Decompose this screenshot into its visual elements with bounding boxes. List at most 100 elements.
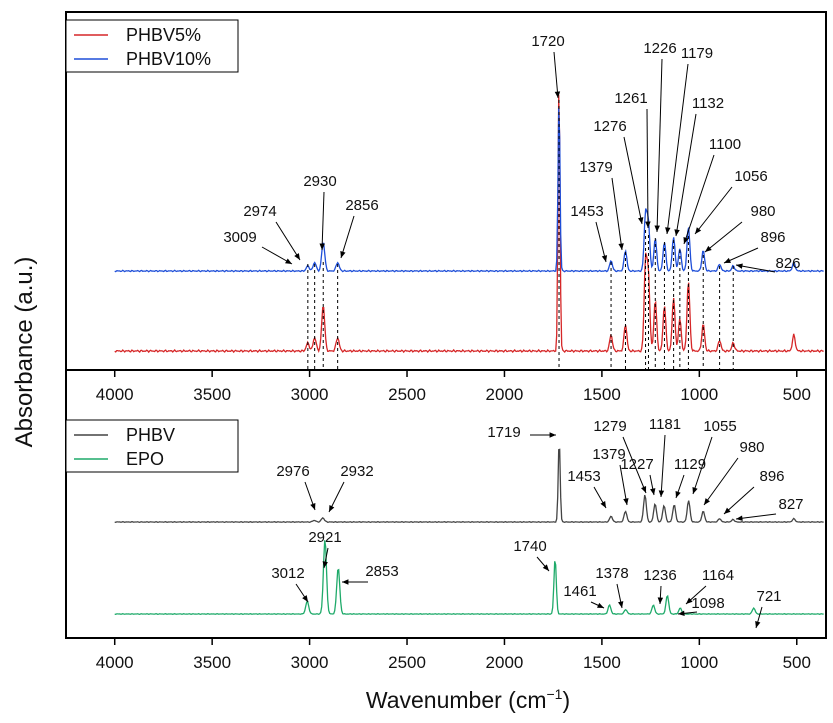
annotation-arrowhead [695, 227, 702, 234]
bottom-panel-frame [65, 369, 827, 639]
peak-annotation: 2932 [328, 463, 374, 513]
peak-annotation: 1129 [674, 456, 706, 499]
annotation-arrowhead [645, 221, 651, 228]
annotation-arrowhead [704, 498, 710, 505]
annotation-arrowhead [683, 237, 689, 244]
peak-label: 1720 [531, 33, 564, 50]
peak-label: 2976 [276, 463, 309, 480]
peak-label: 2930 [303, 173, 336, 190]
annotation-arrowhead [542, 564, 549, 571]
annotation-arrowhead [658, 490, 665, 497]
peak-label: 1453 [570, 203, 603, 220]
peak-annotation: 1056 [694, 168, 768, 235]
series-phbv5 [114, 94, 824, 354]
annotation-arrowhead [724, 257, 731, 263]
peak-label: 3012 [271, 565, 304, 582]
peak-annotation: 1055 [692, 418, 737, 495]
legend-label: EPO [126, 449, 164, 469]
annotation-arrow-line [656, 58, 663, 233]
peak-label: 1379 [592, 446, 625, 463]
annotation-arrowhead [674, 229, 680, 236]
annotation-arrowhead [302, 595, 308, 602]
bottom-x-tick-label: 3000 [291, 653, 329, 672]
annotation-arrowhead [736, 515, 743, 521]
annotation-arrowhead [294, 253, 300, 260]
peak-label: 896 [760, 229, 785, 246]
peak-annotation: 3012 [271, 565, 309, 603]
bottom-x-tick-label: 4000 [96, 653, 134, 672]
plot-layer: 4000 4000 3500 3500 3000 3000 2500 2500 2000 2000… [65, 11, 827, 672]
peak-annotation: 827 [735, 496, 804, 521]
peak-label: 1236 [643, 567, 676, 584]
peak-label: 1453 [567, 468, 600, 485]
annotation-arrowhead [623, 498, 629, 505]
annotation-arrowhead [665, 227, 671, 234]
series-phbv [114, 448, 824, 523]
peak-label: 980 [739, 439, 764, 456]
annotation-arrow-line [666, 63, 689, 235]
peak-annotation: 2974 [243, 203, 301, 261]
peak-annotation: 896 [723, 468, 785, 515]
peak-annotation: 2853 [342, 563, 399, 585]
annotation-arrow-line [340, 215, 355, 259]
peak-label: 1056 [734, 168, 767, 185]
peak-label: 2932 [340, 463, 373, 480]
annotation-arrow-line [735, 513, 777, 520]
peak-annotation: 1279 [593, 418, 647, 494]
annotation-arrowhead [554, 91, 561, 98]
annotation-arrow-line [321, 191, 325, 251]
annotation-arrowhead [654, 225, 660, 232]
peak-annotation: 980 [703, 439, 765, 506]
peak-label: 1740 [513, 538, 546, 555]
annotation-arrowhead [322, 561, 328, 568]
peak-annotation: 1179 [665, 45, 713, 235]
peak-annotation: 1378 [595, 565, 629, 609]
peak-annotation: 1261 [614, 90, 651, 229]
annotation-arrowhead [319, 243, 325, 250]
annotation-arrow-line [703, 457, 739, 506]
peak-annotation: 721 [755, 588, 782, 629]
annotation-arrow-line [735, 264, 776, 273]
peak-annotation: 1100 [683, 136, 741, 245]
top-x-tick-label: 3000 [291, 385, 329, 404]
peak-label: 1378 [595, 565, 628, 582]
peak-label: 2974 [243, 203, 276, 220]
annotation-arrowhead [678, 610, 685, 617]
annotation-arrow-line [694, 186, 733, 235]
peak-annotation: 2856 [340, 197, 379, 259]
annotation-arrowhead [340, 251, 346, 258]
peak-annotation: 1164 [685, 567, 734, 605]
annotation-arrow-line [622, 436, 647, 494]
peak-annotation: 1226 [643, 40, 677, 233]
top-x-tick-label: 1500 [583, 385, 621, 404]
annotation-arrow-line [275, 221, 301, 261]
peak-annotation: 1720 [531, 33, 565, 99]
peak-annotation: 2930 [303, 173, 337, 251]
annotation-arrow-line [646, 108, 649, 229]
peak-label: 1181 [649, 416, 681, 433]
bottom-x-tick-label: 1000 [680, 653, 718, 672]
peak-label: 980 [750, 203, 775, 220]
top-x-tick-label: 4000 [96, 385, 134, 404]
annotation-arrowhead [618, 243, 624, 250]
peak-annotation: 896 [723, 229, 786, 264]
peak-label: 1164 [702, 567, 734, 584]
peak-label: 1132 [692, 95, 724, 112]
annotation-arrow-line [660, 434, 666, 498]
annotation-arrowhead [329, 505, 335, 512]
annotation-arrow-line [683, 154, 715, 245]
peak-annotation: 1379 [579, 159, 624, 251]
series-epo [114, 540, 824, 616]
annotation-arrow-line [611, 177, 623, 251]
peak-annotation: 1453 [570, 203, 608, 263]
y-axis-label: Absorbance (a.u.) [11, 257, 38, 448]
peak-label: 1276 [593, 118, 626, 135]
annotation-arrowhead [285, 258, 292, 264]
x-axis-label: Wavenumber (cm−1) [366, 686, 570, 713]
legend-box [65, 19, 239, 73]
annotation-arrowhead [657, 597, 664, 604]
peak-label: 721 [756, 588, 781, 605]
peak-annotation: 980 [704, 203, 776, 253]
legend-box [65, 419, 239, 473]
